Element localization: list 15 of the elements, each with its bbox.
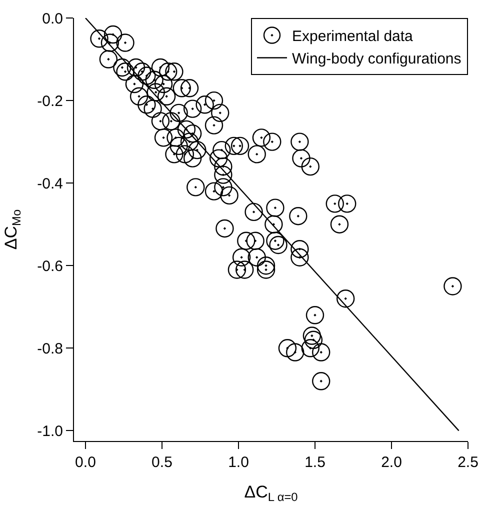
x-tick-label: 2.0 xyxy=(381,454,402,471)
legend-label: Wing-body configurations xyxy=(292,50,462,68)
y-tick-label: -0.4 xyxy=(37,175,63,192)
x-tick-label: 0.0 xyxy=(75,454,96,471)
y-tick-label: -1.0 xyxy=(37,422,63,440)
y-tick-label: -0.6 xyxy=(37,258,63,275)
x-tick-label: 1.0 xyxy=(228,454,249,471)
x-tick-label: 0.5 xyxy=(152,454,172,471)
x-tick-label: 2.5 xyxy=(458,454,478,471)
x-tick-label: 1.5 xyxy=(304,454,326,471)
x-axis-title: ΔC$_{L α=0}$ xyxy=(244,482,298,504)
y-tick-label: -0.8 xyxy=(37,340,63,358)
y-tick-label: -0.2 xyxy=(37,92,63,110)
legend-label: Experimental data xyxy=(292,28,414,46)
y-tick-label: 0.0 xyxy=(42,10,63,28)
